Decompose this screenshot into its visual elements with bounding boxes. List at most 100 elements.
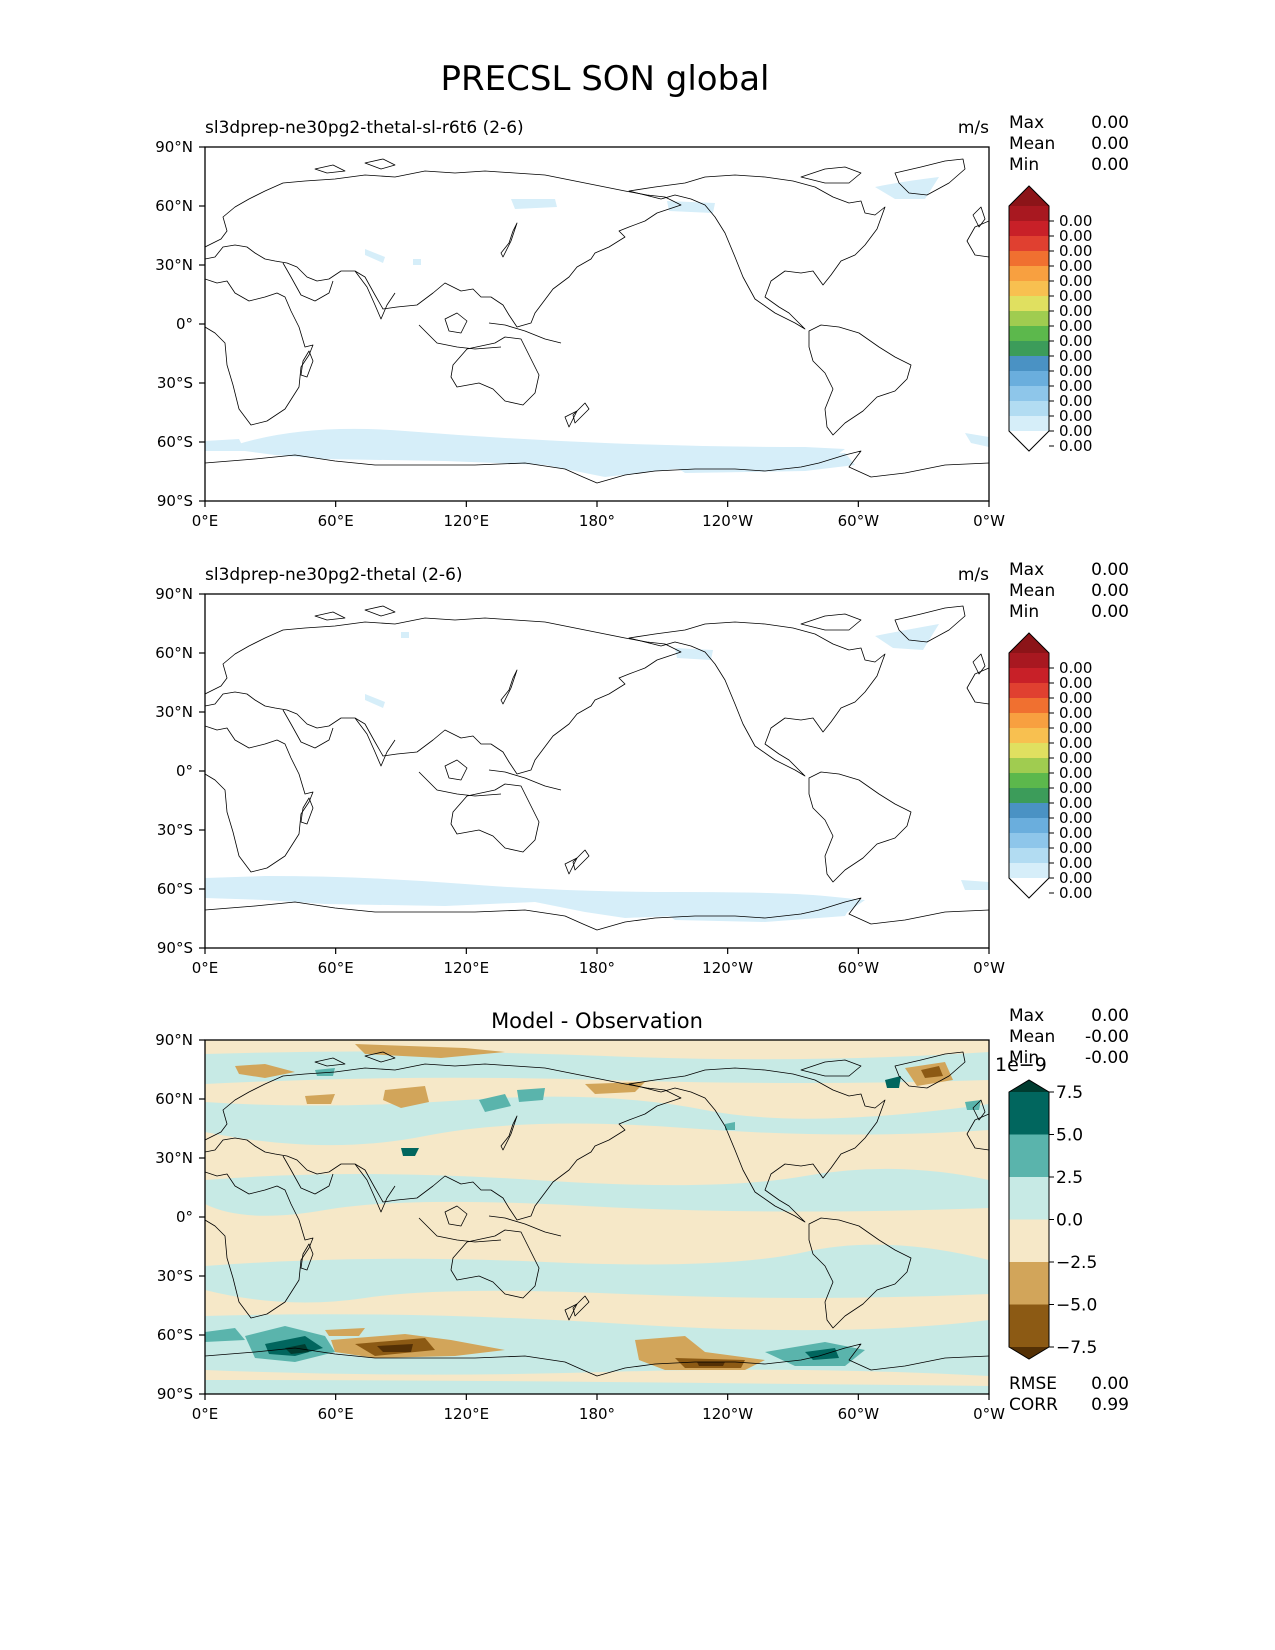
panel-difference: 0°E 60°E 120°E 180° 120°W 60°W 0°W 90°N 60°N 30°N… (155, 1009, 1005, 1423)
xtick-label: 60°E (318, 1405, 354, 1423)
colorbar-swatch (1009, 251, 1049, 266)
ytick-label: 90°N (155, 585, 193, 603)
ytick-label: 30°N (155, 1149, 193, 1167)
xtick-label: 60°E (318, 959, 354, 977)
colorbar-swatch (1009, 1219, 1049, 1262)
colorbar-tick-label: 0.00 (1059, 407, 1092, 425)
colorbar-tick-label: 0.00 (1059, 689, 1092, 707)
colorbar-extend-max (1009, 186, 1049, 206)
colorbar-swatch (1009, 386, 1049, 401)
colorbar-tick-label: 0.00 (1059, 719, 1092, 737)
colorbar-tick-label: 0.00 (1059, 362, 1092, 380)
xtick-label: 120°W (702, 1405, 753, 1423)
ytick-label: 30°N (155, 703, 193, 721)
colorbar-tick-label: 0.00 (1059, 437, 1092, 455)
xtick-label: 0°E (192, 1405, 219, 1423)
colorbar-tick-label: 0.00 (1059, 674, 1092, 692)
colorbar-tick-label: 0.00 (1059, 659, 1092, 677)
colorbar-swatch (1009, 1177, 1049, 1220)
ytick-label: 90°S (157, 492, 193, 510)
xtick-label: 0°W (973, 959, 1005, 977)
ytick-label: 60°S (157, 880, 193, 898)
colorbar-tick-label: 0.00 (1059, 227, 1092, 245)
colorbar-tick-label: 0.00 (1059, 212, 1092, 230)
colorbar-swatch (1009, 833, 1049, 848)
colorbar-swatch (1009, 773, 1049, 788)
colorbar-tick-label: 0.00 (1059, 839, 1092, 857)
colorbar-tick-label: 0.00 (1059, 794, 1092, 812)
colorbar-tick-label: −5.0 (1056, 1296, 1097, 1316)
stat-value-mean: -0.00 (1085, 1027, 1129, 1047)
ytick-label: 30°S (157, 821, 193, 839)
units-label: m/s (958, 118, 989, 138)
panel-title: sl3dprep-ne30pg2-thetal (2-6) (205, 565, 463, 585)
stat-label-min: Min (1009, 155, 1039, 175)
stat-label-min: Min (1009, 602, 1039, 622)
colorbar-tick-label: 0.00 (1059, 854, 1092, 872)
figure-title: PRECSL SON global (441, 59, 770, 99)
colorbar-tick-label: 0.00 (1059, 347, 1092, 365)
colorbar-tick-label: 0.00 (1059, 302, 1092, 320)
colorbar-tick-label: 0.00 (1059, 332, 1092, 350)
stat-label-max: Max (1009, 560, 1044, 580)
xtick-label: 180° (579, 959, 615, 977)
colorbar-swatch (1009, 296, 1049, 311)
colorbar-swatch (1009, 1304, 1049, 1347)
stat-value-mean: 0.00 (1091, 581, 1129, 601)
stat-value-rmse: 0.00 (1091, 1374, 1129, 1394)
colorbar-swatch (1009, 848, 1049, 863)
difference-field (205, 1040, 989, 1394)
ytick-label: 90°S (157, 939, 193, 957)
stat-value-max: 0.00 (1091, 560, 1129, 580)
stats-box-1: Max 0.00 Mean 0.00 Min 0.00 (1009, 113, 1129, 175)
colorbar-swatch (1009, 653, 1049, 668)
panel-test-model: 0°E 60°E 120°E 180° 120°W 60°W 0°W 90°N 60°N 30°N… (155, 118, 1005, 530)
colorbar-swatch (1009, 863, 1049, 878)
stat-value-min: 0.00 (1091, 602, 1129, 622)
xtick-label: 120°W (702, 512, 753, 530)
xtick-label: 120°E (444, 1405, 490, 1423)
stat-value-max: 0.00 (1091, 1006, 1129, 1026)
ytick-label: 30°N (155, 256, 193, 274)
stat-label-mean: Mean (1009, 1027, 1055, 1047)
stat-label-min: Min (1009, 1048, 1039, 1068)
stat-value-min: 0.00 (1091, 155, 1129, 175)
stats-box-3: Max 0.00 Mean -0.00 Min -0.00 (1009, 1006, 1129, 1068)
xtick-label: 60°W (838, 1405, 880, 1423)
colorbar-tick-label: 0.00 (1059, 869, 1092, 887)
colorbar-tick-label: 2.5 (1056, 1168, 1083, 1188)
colorbar-tick-label: 0.00 (1059, 242, 1092, 260)
xtick-label: 120°W (702, 959, 753, 977)
stat-value-mean: 0.00 (1091, 134, 1129, 154)
colorbar-tick-label: 0.00 (1059, 764, 1092, 782)
colorbar-swatch (1009, 266, 1049, 281)
stats-box-2: Max 0.00 Mean 0.00 Min 0.00 (1009, 560, 1129, 622)
ytick-label: 90°N (155, 138, 193, 156)
xtick-label: 180° (579, 1405, 615, 1423)
colorbar-swatch (1009, 1262, 1049, 1305)
colorbar-swatch (1009, 1134, 1049, 1177)
panel-title: sl3dprep-ne30pg2-thetal-sl-r6t6 (2-6) (205, 118, 524, 138)
colorbar-tick-label: −2.5 (1056, 1253, 1097, 1273)
xtick-label: 0°W (973, 512, 1005, 530)
colorbar-tick-label: 7.5 (1056, 1083, 1083, 1103)
xtick-label: 120°E (444, 512, 490, 530)
stat-label-mean: Mean (1009, 581, 1055, 601)
xtick-label: 0°E (192, 512, 219, 530)
colorbar-tick-label: −7.5 (1056, 1338, 1097, 1358)
colorbar-tick-label: 0.00 (1059, 287, 1092, 305)
colorbar-swatch (1009, 236, 1049, 251)
ytick-label: 60°S (157, 433, 193, 451)
colorbar-tick-label: 0.00 (1059, 704, 1092, 722)
colorbar-extend-min (1009, 878, 1049, 898)
colorbar-tick-label: 0.00 (1059, 317, 1092, 335)
colorbar-swatch (1009, 401, 1049, 416)
colorbar-3: 7.5 5.0 2.5 0.0 −2.5 −5.0 −7.5 (1008, 1079, 1097, 1360)
colorbar-tick-label: 0.00 (1059, 272, 1092, 290)
colorbar-swatch (1009, 281, 1049, 296)
ytick-label: 60°S (157, 1326, 193, 1344)
stat-label-max: Max (1009, 113, 1044, 133)
ytick-label: 30°S (157, 374, 193, 392)
stat-value-corr: 0.99 (1091, 1395, 1129, 1415)
